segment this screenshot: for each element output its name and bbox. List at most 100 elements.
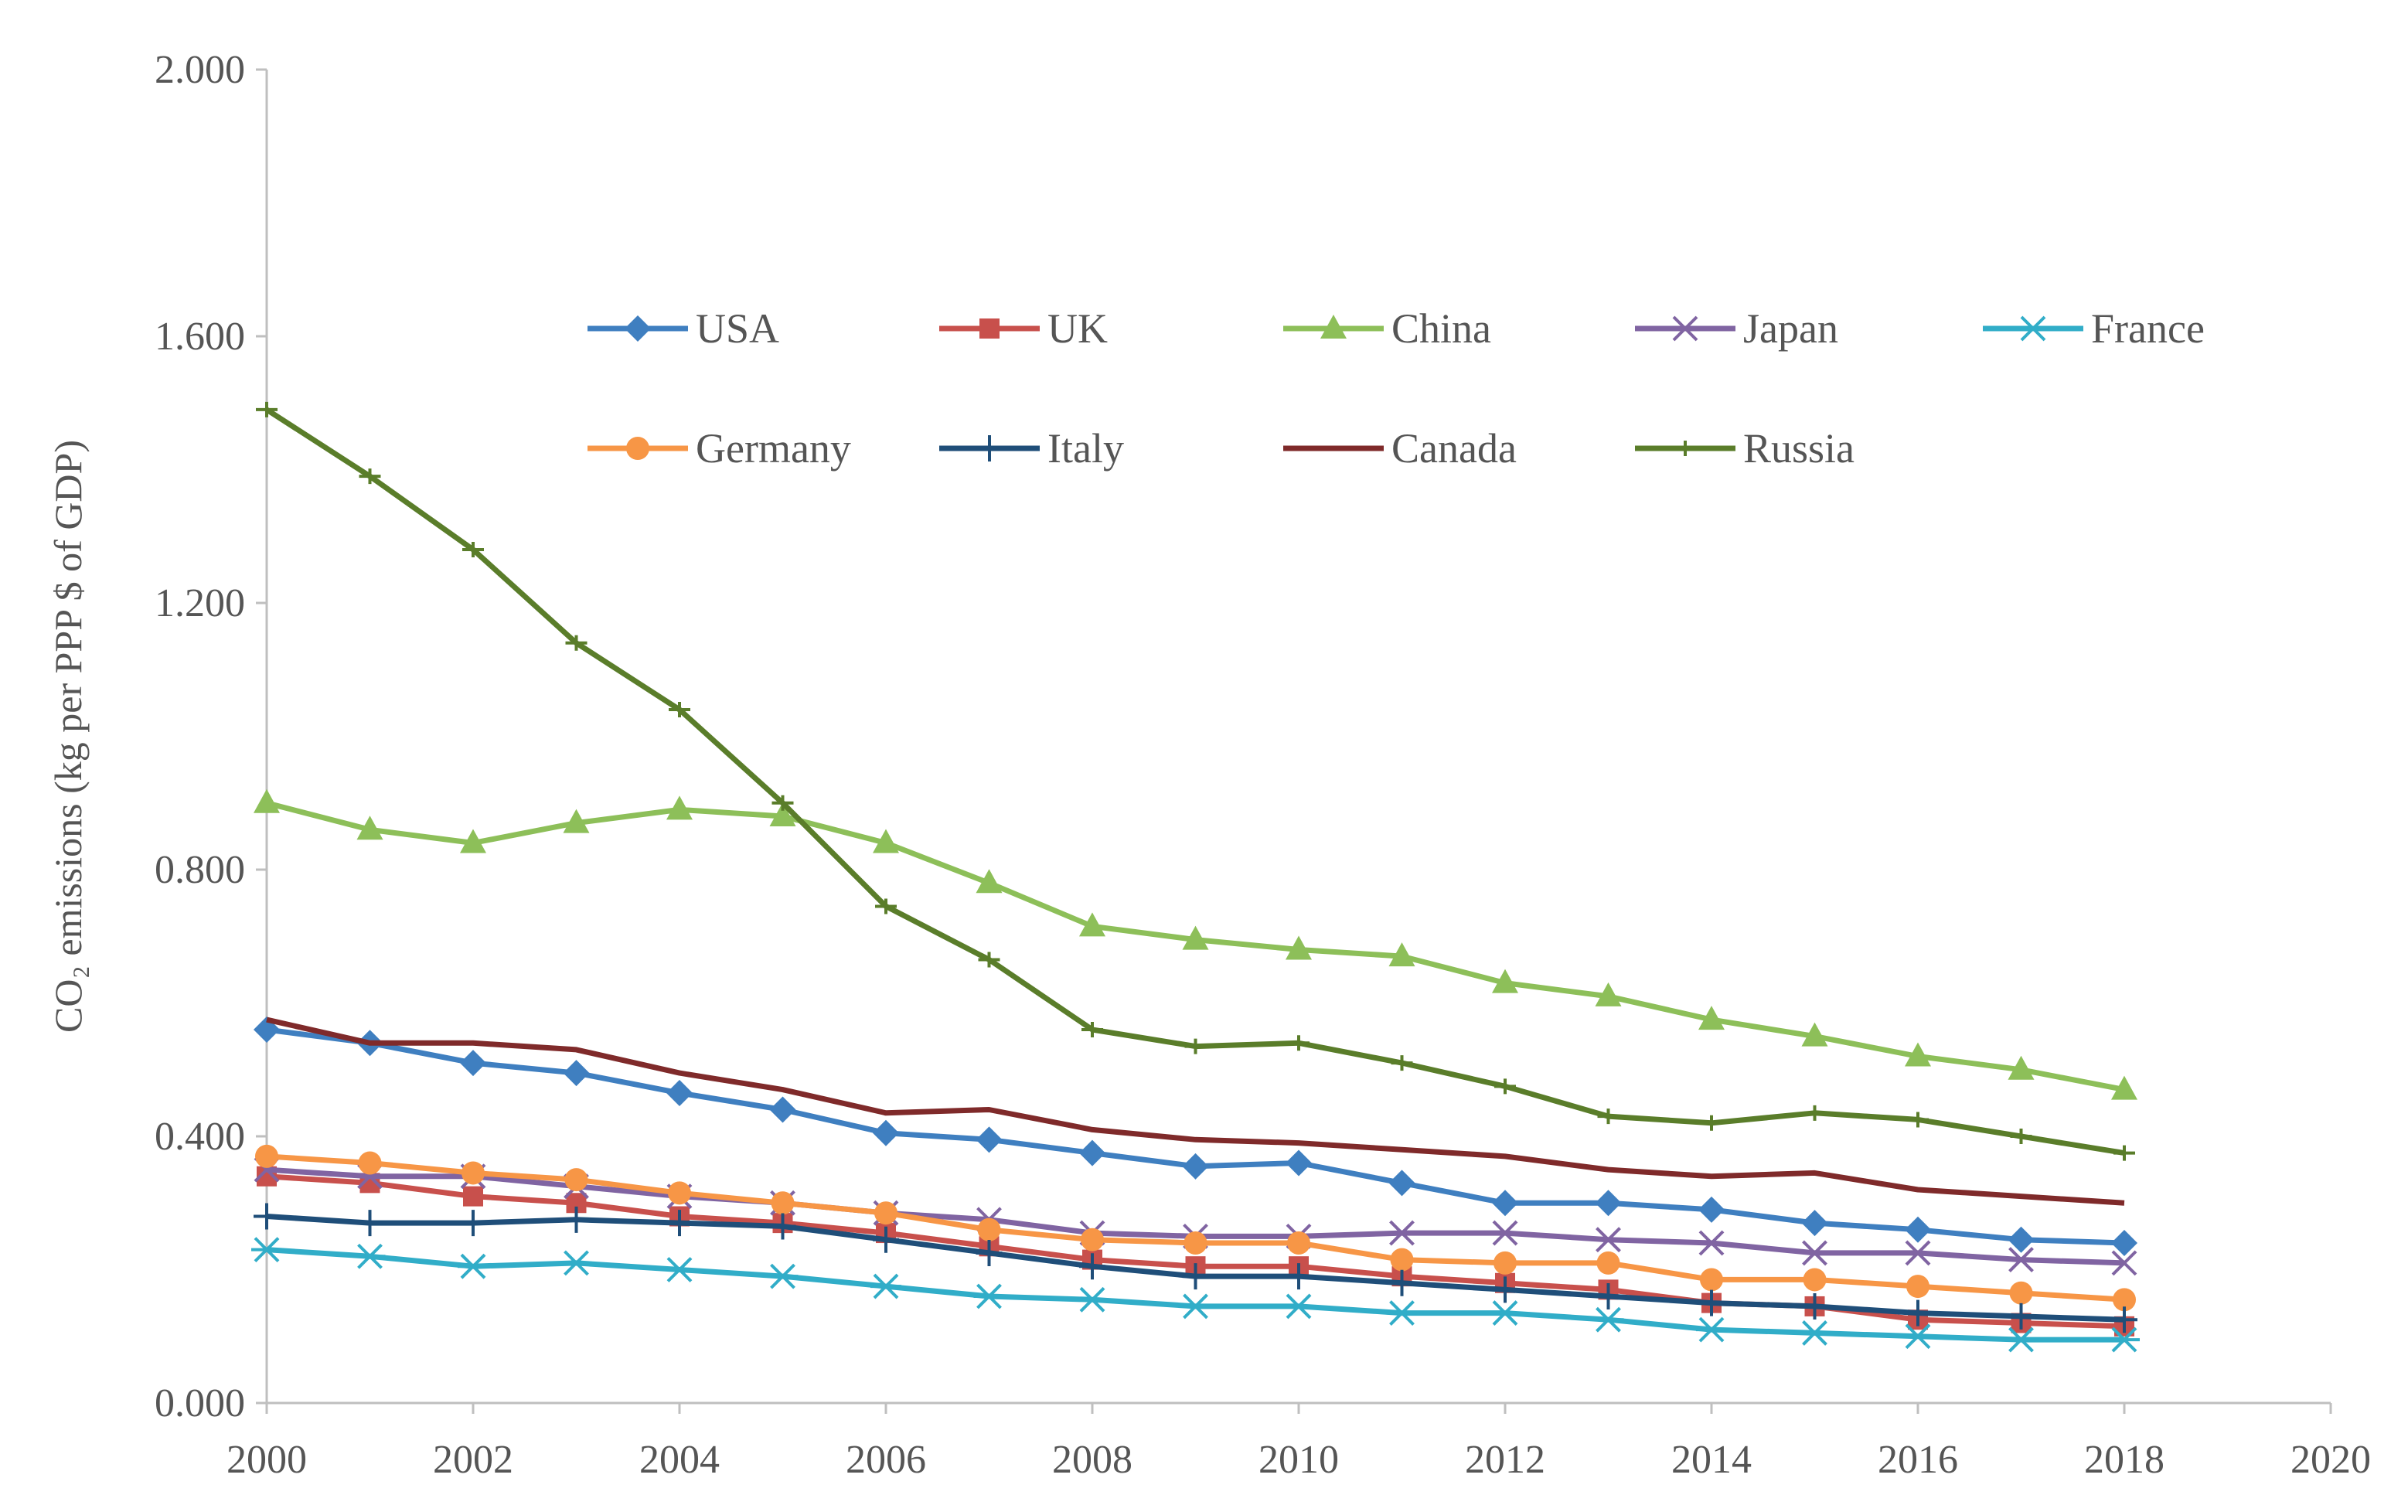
data-point-russia [1184, 1038, 1207, 1054]
data-point-france [251, 1237, 282, 1263]
data-point-germany [1390, 1248, 1414, 1272]
data-point-france [458, 1253, 489, 1279]
legend-label-japan: Japan [1743, 305, 1838, 352]
x-tick-label: 2010 [1258, 1438, 1339, 1482]
x-tick-label: 2014 [1671, 1438, 1752, 1482]
legend-label-russia: Russia [1743, 425, 1855, 472]
data-point-usa [1079, 1139, 1105, 1166]
legend-marker-france [2018, 315, 2049, 342]
data-point-germany [1494, 1251, 1517, 1275]
data-point-italy [254, 1203, 280, 1230]
data-point-france [1180, 1293, 1211, 1320]
data-point-italy [1388, 1269, 1415, 1296]
series-china [254, 788, 2137, 1100]
legend-label-china: China [1391, 305, 1491, 352]
data-point-china [356, 816, 383, 840]
data-point-germany [255, 1144, 278, 1168]
data-point-japan [1492, 1220, 1518, 1246]
data-point-usa [1698, 1196, 1725, 1223]
data-point-china [254, 788, 280, 813]
data-point-italy [1595, 1283, 1622, 1309]
series-lines [251, 401, 2140, 1353]
data-point-china [1801, 1022, 1828, 1047]
data-point-italy [769, 1213, 796, 1240]
series-usa [254, 1017, 2137, 1256]
data-point-japan [1596, 1227, 1621, 1253]
data-point-italy [1905, 1299, 1931, 1326]
legend: USA UK China Japan France Germany Italy Canada R… [588, 305, 2205, 472]
data-point-china [2111, 1075, 2137, 1100]
data-point-russia [2113, 1145, 2135, 1161]
data-point-russia [462, 542, 484, 557]
x-tick-label: 2016 [1878, 1438, 1958, 1482]
data-point-japan [1802, 1240, 1827, 1266]
data-point-france [1902, 1323, 1933, 1350]
data-point-china [460, 829, 486, 853]
data-point-italy [460, 1210, 486, 1237]
x-tick-label: 2018 [2084, 1438, 2164, 1482]
x-tick-label: 2000 [226, 1438, 307, 1482]
data-point-italy [1182, 1263, 1209, 1290]
data-point-china [1905, 1042, 1931, 1067]
x-tick-label: 2002 [433, 1438, 513, 1482]
data-point-france [973, 1283, 1005, 1309]
data-point-china [976, 869, 1003, 894]
data-point-germany [771, 1191, 795, 1215]
data-point-russia [2010, 1129, 2032, 1144]
data-point-russia [565, 635, 588, 651]
y-tick-label: 2.000 [155, 48, 245, 92]
data-point-russia [1288, 1035, 1310, 1051]
data-point-france [664, 1257, 695, 1282]
data-point-china [2008, 1055, 2035, 1080]
data-point-russia [1803, 1105, 1826, 1121]
data-point-italy [1286, 1263, 1312, 1290]
data-point-china [1286, 935, 1312, 960]
data-point-japan [1905, 1240, 1931, 1266]
data-point-italy [2111, 1306, 2137, 1333]
data-point-germany [1700, 1268, 1723, 1292]
x-tick-label: 2004 [639, 1438, 720, 1482]
data-point-usa [1801, 1210, 1828, 1237]
data-point-china [1698, 1006, 1725, 1030]
y-axis-ticks: 0.000 0.400 0.800 1.200 1.600 2.000 [155, 48, 267, 1425]
data-point-germany [977, 1217, 1001, 1241]
data-point-italy [356, 1210, 383, 1237]
data-point-france [2005, 1326, 2037, 1353]
data-point-china [1388, 942, 1415, 967]
legend-item-china: China [1283, 305, 1491, 352]
data-point-france [1799, 1320, 1831, 1346]
data-point-usa [1182, 1153, 1209, 1180]
data-point-italy [1079, 1253, 1105, 1280]
y-axis-title: CO₂ emissions (kg per PPP $ of GDP) [46, 440, 90, 1033]
data-point-usa [1388, 1170, 1415, 1197]
data-point-germany [874, 1201, 897, 1225]
data-point-italy [563, 1206, 590, 1233]
series-italy [254, 1203, 2137, 1333]
data-point-italy [1698, 1289, 1725, 1316]
legend-item-canada: Canada [1283, 425, 1517, 472]
data-point-germany [564, 1168, 588, 1192]
y-tick-label: 0.400 [155, 1115, 245, 1159]
data-point-russia [1494, 1078, 1516, 1095]
data-point-uk [463, 1186, 483, 1207]
data-point-italy [976, 1239, 1003, 1266]
data-point-italy [1801, 1292, 1828, 1320]
data-point-france [870, 1273, 901, 1299]
y-tick-label: 1.600 [155, 315, 245, 359]
data-point-china [1182, 925, 1209, 950]
legend-marker-usa [625, 315, 651, 342]
data-point-italy [666, 1210, 693, 1237]
data-point-russia [771, 795, 794, 811]
data-point-japan [2008, 1247, 2034, 1272]
data-point-italy [2008, 1303, 2035, 1330]
data-point-usa [563, 1060, 590, 1087]
data-point-china [1595, 982, 1622, 1006]
data-point-germany [1596, 1251, 1620, 1275]
legend-marker-uk [979, 318, 1000, 339]
data-point-italy [1492, 1276, 1518, 1303]
data-point-germany [2009, 1281, 2033, 1305]
data-point-germany [1184, 1231, 1207, 1255]
data-point-japan [1698, 1230, 1725, 1256]
data-point-germany [2113, 1288, 2136, 1312]
data-point-russia [875, 898, 897, 914]
